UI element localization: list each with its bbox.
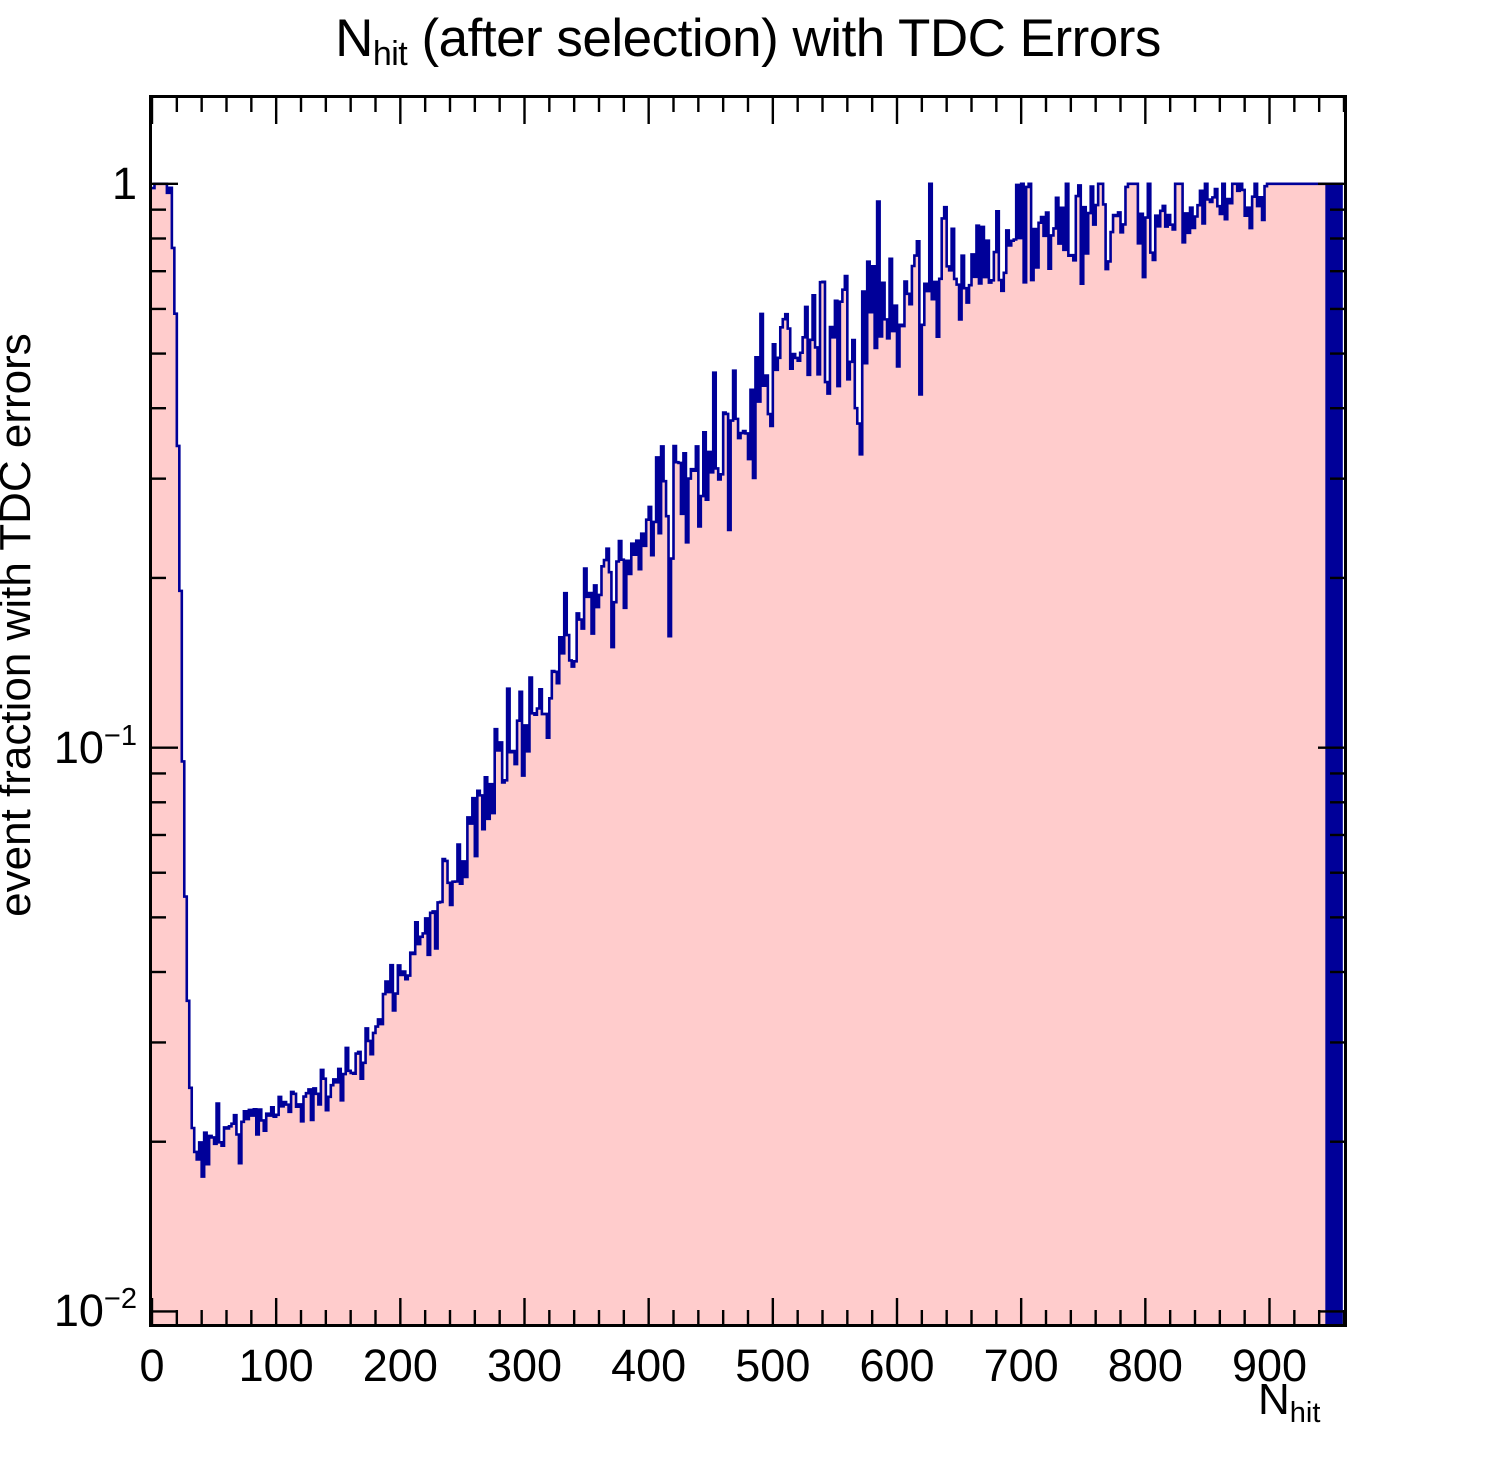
plot-frame	[149, 95, 1347, 1327]
histogram-fill-area	[152, 183, 1344, 1324]
x-tick-label-0: 0	[139, 1340, 165, 1391]
title-base: N	[335, 9, 373, 68]
x-tick-label-500: 500	[735, 1340, 811, 1391]
x-axis-label-base: N	[1258, 1375, 1290, 1424]
y-tick-label-0.01: 10−2	[53, 1283, 137, 1337]
histogram-step-line	[152, 184, 1344, 1324]
y-tick-label-0.1: 10−1	[53, 719, 137, 773]
y-axis-label: event fraction with TDC errors	[0, 333, 40, 917]
x-tick-label-400: 400	[611, 1340, 687, 1391]
y-tick-label-1: 1	[111, 157, 137, 209]
x-tick-label-700: 700	[983, 1340, 1059, 1391]
x-tick-label-800: 800	[1107, 1340, 1183, 1391]
x-tick-label-300: 300	[486, 1340, 563, 1391]
x-axis-label-subscript: hit	[1289, 1397, 1321, 1429]
x-axis-label: Nhit	[1258, 1375, 1320, 1429]
page-title: Nhit (after selection) with TDC Errors	[0, 8, 1496, 73]
x-tick-label-600: 600	[859, 1340, 935, 1391]
title-subscript: hit	[372, 35, 408, 73]
x-tick-label-900: 900	[1231, 1340, 1308, 1391]
title-rest: (after selection) with TDC Errors	[407, 9, 1161, 68]
axis-tick-marks	[152, 98, 1344, 1324]
histogram-plot	[152, 98, 1344, 1324]
x-tick-label-200: 200	[362, 1340, 438, 1391]
x-tick-label-100: 100	[238, 1340, 314, 1391]
